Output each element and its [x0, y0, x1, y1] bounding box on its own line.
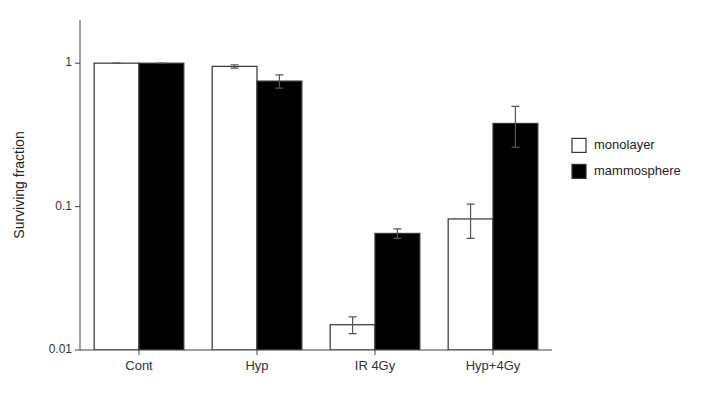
error-bar — [511, 106, 519, 147]
legend-label: mammosphere — [594, 163, 681, 178]
error-bar — [113, 63, 121, 64]
x-tick-label: Hyp — [245, 358, 268, 373]
bar — [493, 123, 538, 350]
legend-label: monolayer — [594, 137, 655, 152]
x-tick — [139, 350, 140, 355]
legend: monolayer mammosphere — [572, 137, 681, 179]
error-bar — [275, 75, 283, 88]
bar — [139, 63, 184, 350]
y-tick — [75, 206, 80, 207]
error-bar — [349, 317, 357, 334]
bar — [94, 63, 139, 350]
error-bar — [157, 63, 165, 64]
x-tick — [493, 350, 494, 355]
y-tick — [75, 63, 80, 64]
error-bar — [231, 65, 239, 68]
chart: 0.01 0.1 1 Cont Hyp IR 4Gy Hyp+4Gy Surviving fr… — [0, 0, 722, 400]
bar — [375, 233, 420, 350]
x-tick-label: Hyp+4Gy — [466, 358, 521, 373]
bars — [94, 63, 538, 350]
legend-swatch — [572, 138, 586, 152]
error-bar — [393, 229, 401, 239]
y-tick — [75, 350, 80, 351]
x-tick — [257, 350, 258, 355]
legend-swatch — [572, 164, 586, 178]
x-tick-label: IR 4Gy — [355, 358, 396, 373]
y-axis — [80, 20, 81, 350]
x-tick-label: Cont — [125, 358, 153, 373]
y-tick-label: 0.01 — [49, 342, 73, 356]
y-tick-label: 0.1 — [55, 199, 72, 213]
x-axis — [80, 350, 552, 351]
x-tick — [375, 350, 376, 355]
bar — [257, 81, 302, 350]
y-tick-label: 1 — [65, 55, 72, 69]
bar — [212, 66, 257, 350]
y-axis-label: Surviving fraction — [11, 131, 27, 238]
error-bar — [467, 204, 475, 238]
